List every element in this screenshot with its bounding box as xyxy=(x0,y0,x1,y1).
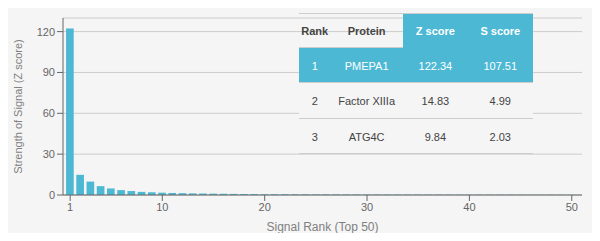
svg-text:Strength of Signal (Z score): Strength of Signal (Z score) xyxy=(12,39,24,174)
html-text:ATG4C: ATG4C xyxy=(348,130,385,143)
svg-text:1: 1 xyxy=(67,201,73,213)
html-text:Factor XIIIa: Factor XIIIa xyxy=(338,95,395,108)
html-text:9.84: 9.84 xyxy=(424,130,447,143)
svg-text:50: 50 xyxy=(566,201,578,213)
html-text:14.83: 14.83 xyxy=(421,95,450,108)
html-text:122.34: 122.34 xyxy=(418,59,453,72)
html-text:4.99: 4.99 xyxy=(489,95,511,108)
svg-text:30: 30 xyxy=(43,148,55,160)
svg-text:90: 90 xyxy=(43,66,55,78)
svg-text:0: 0 xyxy=(49,189,55,201)
html-text:1: 1 xyxy=(311,59,318,72)
svg-text:30: 30 xyxy=(361,201,373,213)
html-text:2: 2 xyxy=(311,95,318,108)
svg-text:20: 20 xyxy=(259,201,271,213)
svg-text:Signal Rank (Top 50): Signal Rank (Top 50) xyxy=(266,220,378,233)
svg-text:10: 10 xyxy=(156,201,168,213)
html-text:Protein: Protein xyxy=(347,25,386,38)
html-text:107.51: 107.51 xyxy=(483,59,518,72)
svg-text:60: 60 xyxy=(43,107,55,119)
html-text:S score: S score xyxy=(480,25,521,38)
html-text:2.03: 2.03 xyxy=(489,130,511,143)
html-text:PMEPA1: PMEPA1 xyxy=(344,59,389,72)
svg-text:120: 120 xyxy=(37,26,55,38)
html-text:3: 3 xyxy=(311,130,318,143)
svg-text:40: 40 xyxy=(463,201,475,213)
html-text:Z score: Z score xyxy=(415,25,455,38)
html-text:Rank: Rank xyxy=(301,25,329,38)
